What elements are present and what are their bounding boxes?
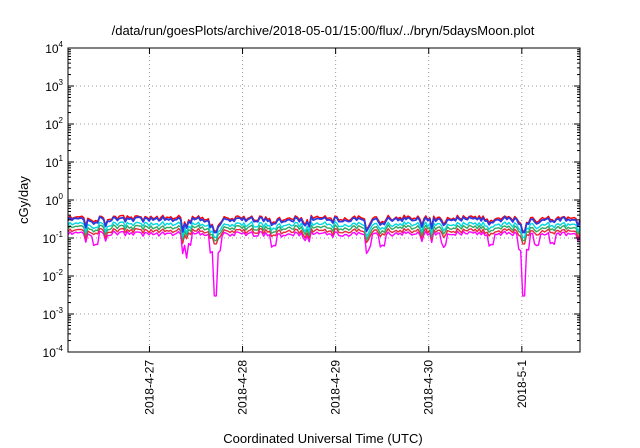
y-tick-label: 100 <box>45 192 63 208</box>
series-line <box>67 221 581 239</box>
y-tick-label: 102 <box>45 116 63 132</box>
series-line <box>67 214 581 232</box>
y-tick-label: 10-3 <box>43 306 64 322</box>
series-line <box>67 216 581 234</box>
y-tick-label: 10-2 <box>43 268 64 284</box>
x-tick-label: 2018-4-30 <box>422 360 436 415</box>
series-line <box>67 227 581 245</box>
series-lines <box>67 214 581 297</box>
y-tick-label: 10-4 <box>43 344 64 360</box>
x-tick-label: 2018-5-1 <box>515 360 529 408</box>
y-axis-ticks: 10-4 10-3 10-2 10-1 100 101 102 103 104 <box>43 40 580 360</box>
y-tick-label: 10-1 <box>43 230 64 246</box>
chart-title: /data/run/goesPlots/archive/2018-05-01/1… <box>112 23 535 38</box>
x-tick-label: 2018-4-28 <box>236 360 250 415</box>
series-line <box>67 224 581 242</box>
y-tick-label: 101 <box>45 154 63 170</box>
x-axis-label: Coordinated Universal Time (UTC) <box>223 431 422 446</box>
x-axis-ticks: 2018-4-27 2018-4-28 2018-4-29 2018-4-30 2018… <box>142 48 529 415</box>
y-tick-label: 104 <box>45 40 63 56</box>
y-axis-label: cGy/day <box>16 176 31 224</box>
x-tick-label: 2018-4-27 <box>142 360 156 415</box>
series-line <box>67 230 581 297</box>
x-tick-label: 2018-4-29 <box>329 360 343 415</box>
grid <box>68 48 580 352</box>
y-tick-label: 103 <box>45 78 63 94</box>
